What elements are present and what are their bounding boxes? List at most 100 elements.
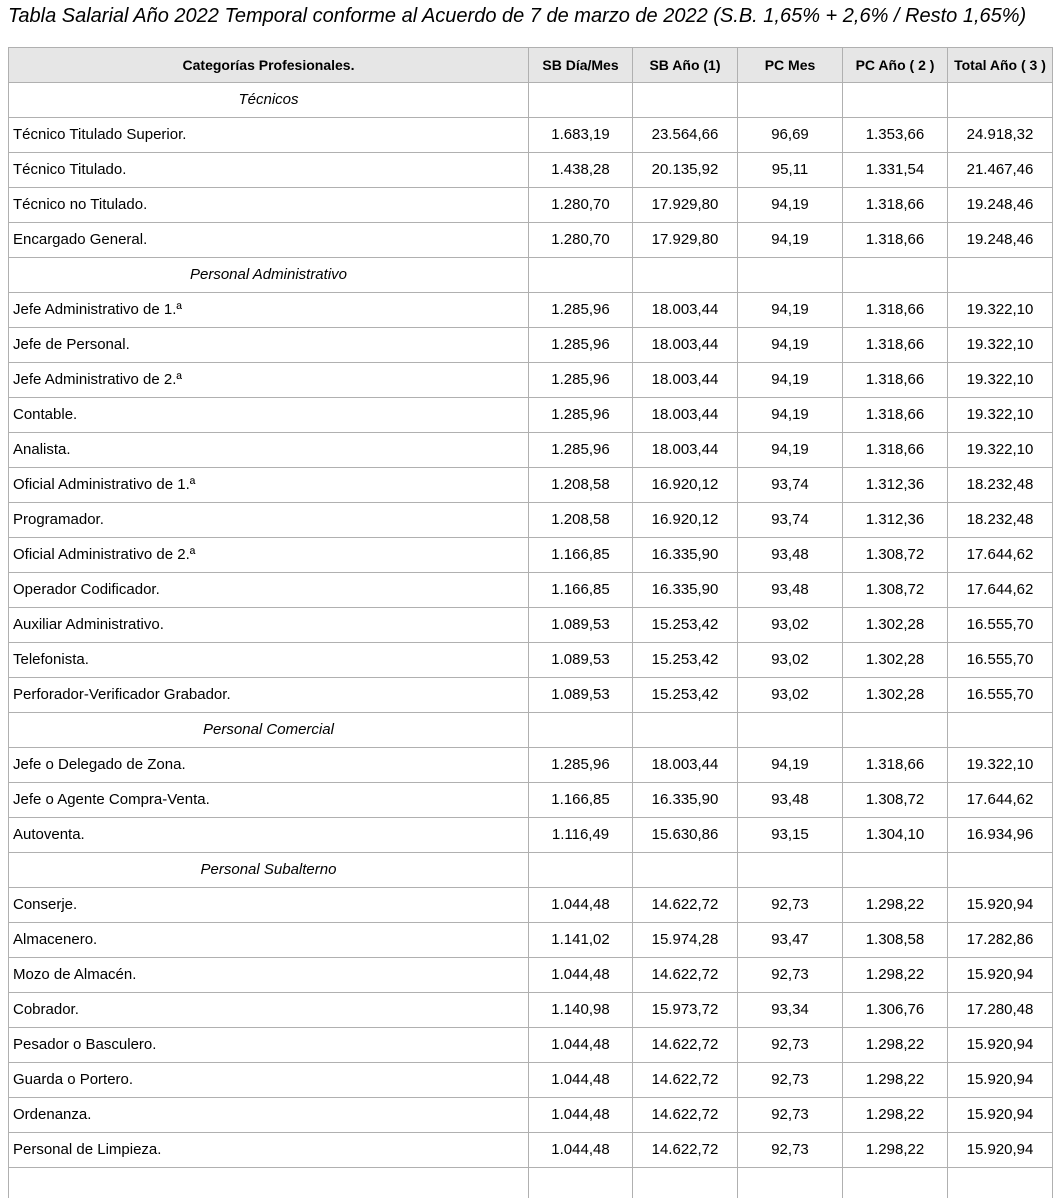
value-cell: 1.044,48 xyxy=(528,887,633,923)
value-cell xyxy=(947,852,1053,888)
value-cell: 94,19 xyxy=(737,187,843,223)
value-cell: 1.141,02 xyxy=(528,922,633,958)
value-cell: 93,48 xyxy=(737,537,843,573)
category-cell: Analista. xyxy=(8,432,529,468)
value-cell: 18.232,48 xyxy=(947,467,1053,503)
value-cell: 1.318,66 xyxy=(842,362,948,398)
value-cell: 92,73 xyxy=(737,957,843,993)
table-row: Técnico no Titulado. 1.280,70 17.929,80 94,… xyxy=(8,187,1053,223)
value-cell: 1.318,66 xyxy=(842,747,948,783)
table-row: Técnico Titulado Superior. 1.683,19 23.564… xyxy=(8,117,1053,153)
value-cell: 1.298,22 xyxy=(842,1097,948,1133)
section-label: Personal Subalterno xyxy=(8,852,529,888)
table-row: Mozo de Almacén. 1.044,48 14.622,72 92,73 1.… xyxy=(8,957,1053,993)
value-cell: 1.044,48 xyxy=(528,957,633,993)
value-cell: 1.208,58 xyxy=(528,467,633,503)
table-row: Ordenanza. 1.044,48 14.622,72 92,73 1.298,22… xyxy=(8,1097,1053,1133)
column-header-categorias: Categorías Profesionales. xyxy=(8,47,529,83)
value-cell xyxy=(737,257,843,293)
empty-cell xyxy=(947,1167,1053,1198)
value-cell: 17.644,62 xyxy=(947,782,1053,818)
table-row: Encargado General. 1.280,70 17.929,80 94,19… xyxy=(8,222,1053,258)
value-cell: 1.285,96 xyxy=(528,327,633,363)
section-row: Personal Comercial xyxy=(8,712,1053,748)
value-cell: 18.003,44 xyxy=(632,292,738,328)
value-cell: 19.322,10 xyxy=(947,747,1053,783)
category-cell: Conserje. xyxy=(8,887,529,923)
value-cell: 15.253,42 xyxy=(632,642,738,678)
value-cell: 16.920,12 xyxy=(632,502,738,538)
value-cell: 1.308,72 xyxy=(842,572,948,608)
value-cell: 16.555,70 xyxy=(947,642,1053,678)
section-row: Personal Subalterno xyxy=(8,852,1053,888)
value-cell xyxy=(842,257,948,293)
value-cell xyxy=(528,712,633,748)
value-cell: 1.298,22 xyxy=(842,1027,948,1063)
column-header-pc-mes: PC Mes xyxy=(737,47,843,83)
value-cell: 16.555,70 xyxy=(947,607,1053,643)
table-row: Conserje. 1.044,48 14.622,72 92,73 1.298,22 1… xyxy=(8,887,1053,923)
value-cell: 16.555,70 xyxy=(947,677,1053,713)
value-cell: 1.166,85 xyxy=(528,537,633,573)
value-cell xyxy=(947,712,1053,748)
value-cell: 1.298,22 xyxy=(842,887,948,923)
value-cell: 18.003,44 xyxy=(632,747,738,783)
value-cell xyxy=(947,257,1053,293)
category-cell: Jefe de Personal. xyxy=(8,327,529,363)
value-cell: 1.438,28 xyxy=(528,152,633,188)
table-row: Jefe Administrativo de 2.ª 1.285,96 18.003… xyxy=(8,362,1053,398)
value-cell: 94,19 xyxy=(737,362,843,398)
value-cell: 1.353,66 xyxy=(842,117,948,153)
value-cell: 1.302,28 xyxy=(842,607,948,643)
value-cell xyxy=(632,257,738,293)
category-cell: Técnico Titulado Superior. xyxy=(8,117,529,153)
value-cell: 19.322,10 xyxy=(947,362,1053,398)
value-cell: 1.285,96 xyxy=(528,292,633,328)
value-cell: 15.920,94 xyxy=(947,1062,1053,1098)
value-cell: 1.308,72 xyxy=(842,782,948,818)
value-cell: 93,02 xyxy=(737,642,843,678)
value-cell: 1.044,48 xyxy=(528,1027,633,1063)
value-cell: 1.318,66 xyxy=(842,187,948,223)
value-cell: 93,48 xyxy=(737,782,843,818)
value-cell: 17.280,48 xyxy=(947,992,1053,1028)
value-cell: 92,73 xyxy=(737,1062,843,1098)
value-cell: 19.322,10 xyxy=(947,327,1053,363)
value-cell: 93,02 xyxy=(737,677,843,713)
value-cell xyxy=(947,82,1053,118)
value-cell: 19.322,10 xyxy=(947,292,1053,328)
table-row: Programador. 1.208,58 16.920,12 93,74 1.312,… xyxy=(8,502,1053,538)
value-cell: 1.166,85 xyxy=(528,572,633,608)
section-row: Personal Administrativo xyxy=(8,257,1053,293)
value-cell: 1.044,48 xyxy=(528,1097,633,1133)
section-row: Técnicos xyxy=(8,82,1053,118)
table-row: Operador Codificador. 1.166,85 16.335,90 93… xyxy=(8,572,1053,608)
value-cell: 14.622,72 xyxy=(632,1062,738,1098)
value-cell: 93,15 xyxy=(737,817,843,853)
column-header-total-ano: Total Año ( 3 ) xyxy=(947,47,1053,83)
value-cell: 19.322,10 xyxy=(947,397,1053,433)
value-cell: 93,74 xyxy=(737,502,843,538)
value-cell: 1.298,22 xyxy=(842,1062,948,1098)
table-row: Oficial Administrativo de 2.ª 1.166,85 16.… xyxy=(8,537,1053,573)
category-cell: Personal de Limpieza. xyxy=(8,1132,529,1168)
category-cell: Mozo de Almacén. xyxy=(8,957,529,993)
value-cell: 14.622,72 xyxy=(632,1097,738,1133)
value-cell xyxy=(842,852,948,888)
value-cell: 19.248,46 xyxy=(947,187,1053,223)
value-cell: 16.335,90 xyxy=(632,782,738,818)
value-cell: 1.683,19 xyxy=(528,117,633,153)
value-cell: 1.285,96 xyxy=(528,747,633,783)
value-cell: 1.308,72 xyxy=(842,537,948,573)
category-cell: Jefe Administrativo de 1.ª xyxy=(8,292,529,328)
section-label: Personal Comercial xyxy=(8,712,529,748)
value-cell: 1.280,70 xyxy=(528,187,633,223)
value-cell: 18.232,48 xyxy=(947,502,1053,538)
category-cell: Jefe o Delegado de Zona. xyxy=(8,747,529,783)
table-row: Auxiliar Administrativo. 1.089,53 15.253,4… xyxy=(8,607,1053,643)
value-cell: 17.644,62 xyxy=(947,537,1053,573)
value-cell xyxy=(737,712,843,748)
value-cell: 1.312,36 xyxy=(842,467,948,503)
category-cell: Oficial Administrativo de 2.ª xyxy=(8,537,529,573)
table-row: Autoventa. 1.116,49 15.630,86 93,15 1.304,10… xyxy=(8,817,1053,853)
